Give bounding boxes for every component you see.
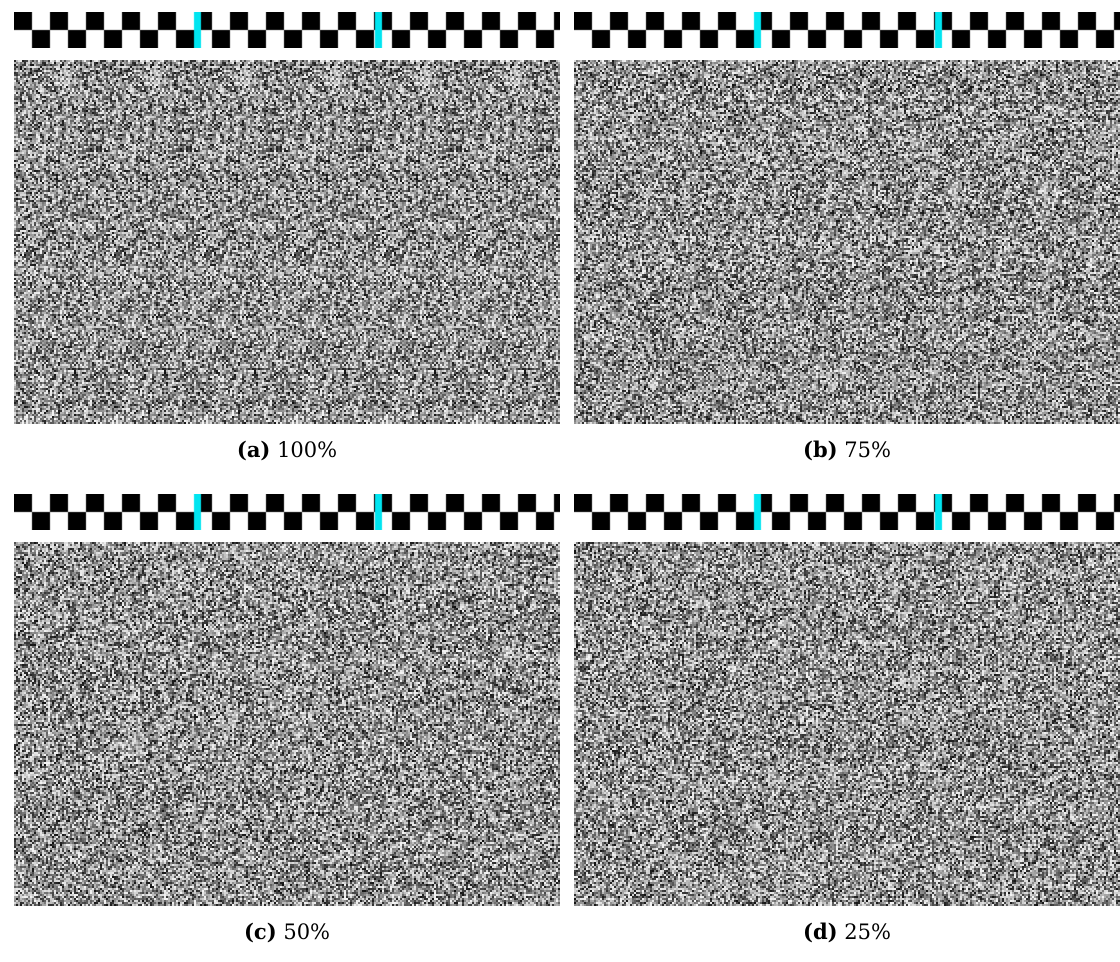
noise-image bbox=[14, 60, 560, 424]
noise-image bbox=[14, 542, 560, 906]
panel-value: 75% bbox=[844, 438, 891, 462]
panel-caption: (c) 50% bbox=[14, 918, 560, 946]
panel-label: (d) bbox=[803, 919, 838, 944]
checkerboard-strip bbox=[14, 12, 560, 48]
noise-image bbox=[574, 60, 1120, 424]
panel-caption: (a) 100% bbox=[14, 436, 560, 464]
panel-value: 100% bbox=[277, 438, 338, 462]
panel-d: (d) 25% bbox=[574, 494, 1120, 962]
panel-label: (b) bbox=[803, 437, 838, 462]
checkerboard-strip bbox=[14, 494, 560, 530]
checkerboard-strip bbox=[574, 12, 1120, 48]
panel-a: (a) 100% bbox=[14, 12, 560, 480]
panel-label: (c) bbox=[243, 919, 277, 944]
panel-value: 25% bbox=[844, 920, 891, 944]
panel-b: (b) 75% bbox=[574, 12, 1120, 480]
panel-label: (a) bbox=[236, 437, 271, 462]
panel-c: (c) 50% bbox=[14, 494, 560, 962]
panel-caption: (b) 75% bbox=[574, 436, 1120, 464]
noise-image bbox=[574, 542, 1120, 906]
checkerboard-strip bbox=[574, 494, 1120, 530]
panel-value: 50% bbox=[283, 920, 331, 944]
panel-caption: (d) 25% bbox=[574, 918, 1120, 946]
